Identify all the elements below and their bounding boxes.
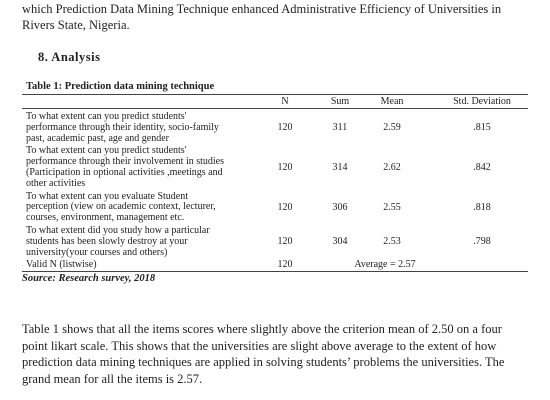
paragraph-line: prediction data mining techniques are ap… (22, 355, 505, 369)
cell-value: 120 (277, 122, 293, 134)
rule (22, 94, 528, 95)
cell-value: 304 (332, 236, 348, 248)
paragraph-line: grand mean for all the items is 2.57. (22, 371, 203, 386)
item-text: To what extent can you predict students' (26, 145, 187, 157)
paragraph-line: point likart scale. This shows that the … (22, 338, 497, 353)
cell-value: 2.55 (383, 201, 401, 213)
column-header: Mean (380, 96, 404, 107)
cell-value: .842 (473, 162, 491, 173)
column-header: Std. Deviation (453, 96, 511, 107)
column-header: N (281, 96, 289, 107)
item-text: students has been slowly destroy at your (26, 235, 188, 247)
cell-value: 311 (332, 122, 348, 134)
item-text: performance through their identity, soci… (26, 121, 219, 133)
rule (22, 271, 528, 273)
section-heading: 8. Analysis (38, 50, 101, 64)
item-text: performance through their involvement in… (26, 156, 225, 168)
table-caption: Table 1: Prediction data mining techniqu… (26, 81, 215, 92)
item-text: perception (view on academic context, le… (26, 201, 216, 213)
intro-line: Rivers State, Nigeria. (22, 18, 130, 32)
cell-value: 120 (277, 201, 293, 213)
cell-value: .815 (473, 122, 491, 134)
column-header: Sum (330, 96, 350, 107)
cell-value: 314 (332, 162, 348, 173)
source-note: Source: Research survey, 2018 (22, 273, 156, 285)
valid-n: 120 (277, 259, 293, 271)
cell-value: .818 (473, 201, 491, 213)
cell-value: .798 (473, 236, 491, 248)
item-text: To what extent can you predict students' (26, 111, 187, 122)
item-text: courses, environment, management etc. (26, 212, 185, 224)
cell-value: 120 (277, 162, 293, 173)
average: Average = 2.57 (354, 259, 416, 271)
item-text: other activities (26, 177, 86, 189)
cell-value: 306 (332, 201, 348, 213)
item-text: To what extent can you evaluate Student (26, 190, 189, 202)
cell-value: 2.59 (383, 122, 401, 134)
item-text: university(your courses and others) (26, 246, 168, 258)
cell-value: 120 (277, 236, 293, 248)
item-text: To what extent did you study how a parti… (26, 225, 210, 236)
intro-line: which Prediction Data Mining Technique e… (22, 2, 502, 16)
valid-label: Valid N (listwise) (26, 259, 97, 271)
cell-value: 2.53 (383, 236, 401, 248)
paragraph-line: Table 1 shows that all the items scores … (22, 322, 502, 336)
item-text: past, academic past, age and gender (26, 132, 169, 144)
rule (22, 108, 528, 109)
item-text: (Participation in optional activities ,m… (26, 167, 223, 178)
cell-value: 2.62 (383, 162, 401, 173)
